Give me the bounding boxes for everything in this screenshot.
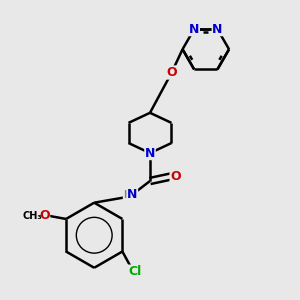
Text: N: N — [212, 22, 223, 36]
Text: O: O — [170, 170, 181, 183]
Text: O: O — [167, 66, 177, 79]
Text: N: N — [127, 188, 137, 201]
Text: O: O — [39, 209, 50, 222]
Text: H: H — [123, 190, 131, 200]
Text: N: N — [189, 22, 200, 36]
Text: CH₃: CH₃ — [22, 211, 42, 221]
Text: N: N — [145, 147, 155, 160]
Text: Cl: Cl — [128, 265, 141, 278]
